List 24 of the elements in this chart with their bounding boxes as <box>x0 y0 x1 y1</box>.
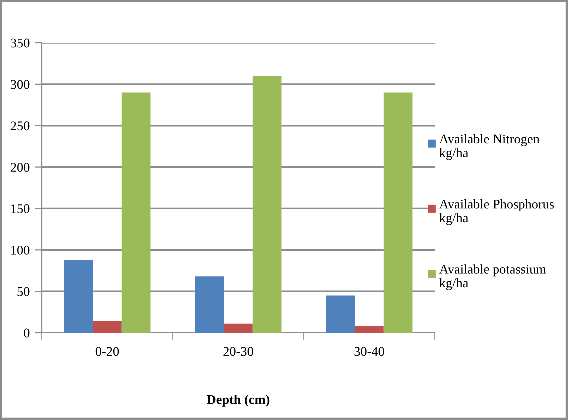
x-tick-label: 0-20 <box>96 347 120 356</box>
y-tick-label: 300 <box>11 80 30 90</box>
bar <box>252 76 282 333</box>
y-tick-label: 0 <box>24 328 30 338</box>
y-tick-label: 250 <box>10 122 30 131</box>
bar <box>224 324 253 333</box>
y-tick-label: 350 <box>11 38 30 48</box>
bar <box>64 260 94 333</box>
y-tick-label: 100 <box>12 246 30 255</box>
bar <box>195 276 224 333</box>
legend-label: Available Nitrogen kg/ha <box>439 134 540 160</box>
bar <box>355 326 384 333</box>
bar <box>122 92 151 333</box>
y-tick-label: 50 <box>18 287 30 296</box>
y-tick-label: 200 <box>10 163 30 172</box>
legend-label: Available potassium kg/ha <box>439 264 546 290</box>
x-axis-title: Depth (cm) <box>207 394 270 407</box>
x-tick-label: 20-30 <box>224 347 254 356</box>
y-tick-label: 150 <box>12 204 30 214</box>
x-tick-label: 30-40 <box>354 347 384 356</box>
legend-label: Available Phosphorus kg/ha <box>439 200 554 226</box>
bar <box>384 92 413 333</box>
bar <box>326 296 356 333</box>
bar <box>93 321 122 333</box>
